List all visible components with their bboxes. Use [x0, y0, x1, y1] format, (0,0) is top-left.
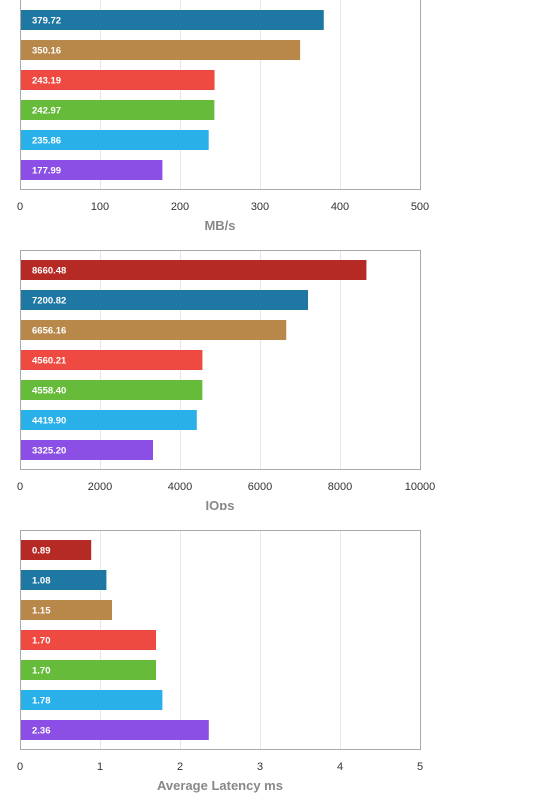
bar [21, 10, 324, 30]
x-tick-label: 2 [177, 761, 183, 773]
bar-value-label: 4558.40 [32, 386, 66, 397]
bar [21, 690, 163, 710]
bar [21, 410, 197, 430]
bar-value-label: 1.70 [32, 636, 51, 647]
bar [21, 570, 107, 590]
x-axis-title: Average Latency ms [157, 778, 283, 793]
x-tick-label: 10000 [405, 481, 436, 493]
bar-value-label: 4560.21 [32, 356, 67, 367]
bar-value-label: 0.89 [32, 546, 51, 557]
x-tick-label: 100 [91, 201, 109, 213]
bar-value-label: 379.72 [32, 16, 61, 27]
x-tick-label: 4000 [168, 481, 192, 493]
bar-value-label: 7200.82 [32, 296, 66, 307]
bar [21, 630, 156, 650]
bar [21, 600, 112, 620]
bar-value-label: 1.08 [32, 576, 51, 587]
x-tick-label: 2000 [88, 481, 112, 493]
bar [21, 290, 309, 310]
bar-value-label: 177.99 [32, 166, 61, 177]
bar-value-label: 4419.90 [32, 416, 66, 427]
x-tick-label: 300 [251, 201, 269, 213]
bar [21, 350, 203, 370]
x-axis-title: MB/s [204, 218, 235, 233]
throughput-chart: 379.72 350.16 243.19 242.97 235.86 177.99 0 100… [17, 0, 429, 233]
x-tick-label: 1 [97, 761, 103, 773]
bar [21, 380, 203, 400]
x-tick-label: 500 [411, 201, 429, 213]
bar [21, 660, 156, 680]
x-tick-label: 6000 [248, 481, 272, 493]
bar-value-label: 235.86 [32, 136, 61, 147]
bar [21, 720, 209, 740]
bar-value-label: 1.15 [32, 606, 51, 617]
bar [21, 100, 215, 120]
bar-value-label: 2.36 [32, 726, 51, 737]
bar-value-label: 3325.20 [32, 446, 66, 457]
bar-value-label: 8660.48 [32, 266, 66, 277]
bar-value-label: 1.78 [32, 696, 51, 707]
x-tick-label: 3 [257, 761, 263, 773]
x-tick-label: 8000 [328, 481, 352, 493]
x-tick-label: 0 [17, 761, 23, 773]
iops-chart: 8660.48 7200.82 6656.16 4560.21 4558.40 4419.… [17, 250, 436, 510]
bar [21, 440, 154, 460]
bar-value-label: 242.97 [32, 106, 61, 117]
x-tick-label: 5 [417, 761, 423, 773]
x-tick-label: 400 [331, 201, 349, 213]
bar-value-label: 243.19 [32, 76, 61, 87]
bar [21, 320, 287, 340]
bar-value-label: 6656.16 [32, 326, 66, 337]
bar [21, 70, 215, 90]
bar-value-label: 1.70 [32, 666, 51, 677]
latency-chart: 0.89 1.08 1.15 1.70 1.70 1.78 2.36 0 1 2 3 4 5 Averag… [17, 530, 423, 793]
plot-area [20, 0, 421, 190]
x-tick-label: 0 [17, 481, 23, 493]
x-tick-label: 4 [337, 761, 343, 773]
bar [21, 40, 301, 60]
bar [21, 540, 92, 560]
x-tick-label: 200 [171, 201, 189, 213]
bar-value-label: 350.16 [32, 46, 61, 57]
bar [21, 260, 367, 280]
bar [21, 130, 209, 150]
bar [21, 160, 163, 180]
x-tick-label: 0 [17, 201, 23, 213]
x-axis-title: IOps [206, 498, 235, 510]
